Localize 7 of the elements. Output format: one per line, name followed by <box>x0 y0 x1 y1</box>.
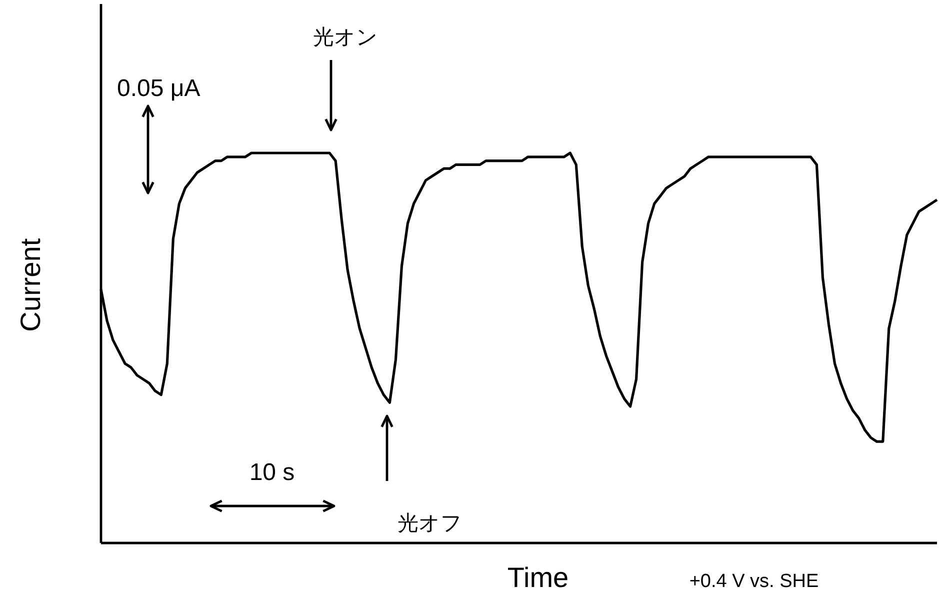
annotation: 10 s <box>249 459 295 486</box>
x-axis-title: Time <box>507 562 569 593</box>
text: 光オン <box>313 26 378 49</box>
y-axis-title: Current <box>15 238 46 332</box>
text: +0.4 V vs. SHE <box>689 571 819 592</box>
text: 0.05 μA <box>117 75 200 102</box>
annotation: 光オフ <box>398 512 462 535</box>
